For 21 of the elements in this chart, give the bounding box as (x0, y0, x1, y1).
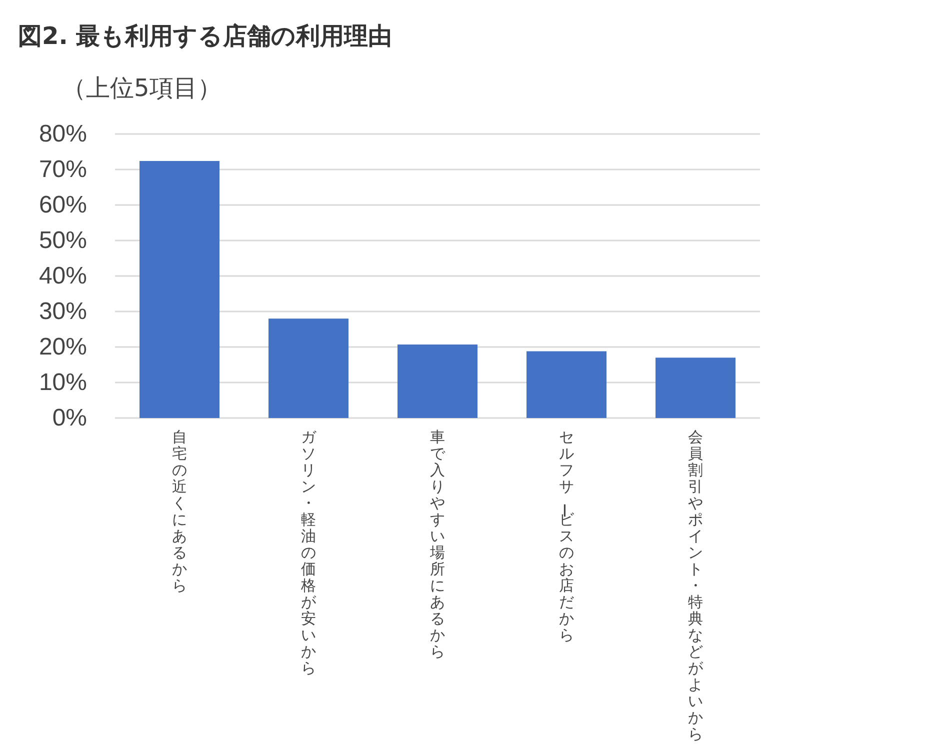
y-tick-label: 10% (38, 369, 87, 396)
y-tick-label: 80% (38, 120, 87, 148)
chart-subtitle: （上位5項目） (62, 74, 222, 102)
y-tick-label: 50% (38, 227, 87, 254)
y-tick-label: 70% (38, 156, 87, 184)
category-label: 自宅の近くにあるから (172, 428, 187, 594)
y-tick-label: 40% (38, 262, 87, 290)
bar (656, 358, 736, 418)
category-label: セルフサービスのお店だから (555, 428, 574, 644)
y-tick-label: 0% (52, 404, 87, 432)
category-label: ガソリン・軽油の価格が安いから (301, 428, 316, 677)
category-label: 会員割引やポイント・特典などがよいから (688, 428, 703, 743)
bar (268, 318, 348, 418)
y-tick-label: 20% (38, 334, 87, 361)
bar (526, 351, 606, 418)
y-tick-label: 60% (38, 192, 87, 219)
y-tick-label: 30% (38, 298, 87, 326)
chart-title: 図2. 最も利用する店舗の利用理由 (18, 22, 392, 50)
category-label: 車で入りやすい場所にあるから (430, 428, 445, 660)
bar (140, 160, 220, 418)
bar (398, 344, 478, 418)
